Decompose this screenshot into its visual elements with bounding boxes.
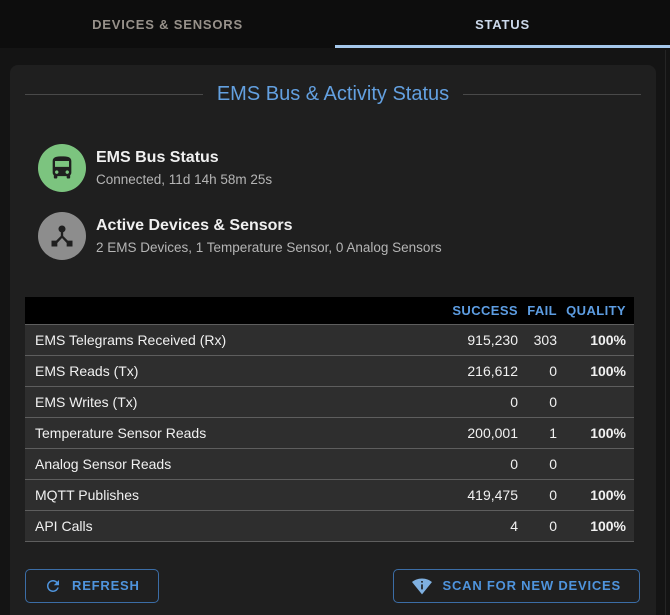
right-edge-line <box>665 50 666 615</box>
row-quality <box>557 447 634 479</box>
header-quality: QUALITY <box>557 297 634 324</box>
row-success: 0 <box>398 385 518 417</box>
row-fail: 1 <box>518 416 557 448</box>
scan-button-label: SCAN FOR NEW DEVICES <box>442 578 621 593</box>
row-fail: 0 <box>518 385 557 417</box>
row-fail: 0 <box>518 447 557 479</box>
refresh-button[interactable]: REFRESH <box>25 568 159 603</box>
refresh-icon <box>44 577 62 595</box>
row-label: API Calls <box>25 509 398 542</box>
table-row: Temperature Sensor Reads 200,001 1 100% <box>25 416 634 448</box>
header-empty <box>25 297 398 324</box>
row-quality: 100% <box>557 416 634 448</box>
row-quality: 100% <box>557 478 634 510</box>
stats-table-header-row: SUCCESS FAIL QUALITY <box>25 297 634 324</box>
actions-row: REFRESH SCAN FOR NEW DEVICES <box>25 568 640 603</box>
row-quality <box>557 385 634 417</box>
row-fail: 0 <box>518 478 557 510</box>
row-label: EMS Writes (Tx) <box>25 385 398 417</box>
row-label: EMS Reads (Tx) <box>25 354 398 386</box>
row-success: 419,475 <box>398 478 518 510</box>
header-fail: FAIL <box>518 297 557 324</box>
title-row: EMS Bus & Activity Status <box>25 83 641 106</box>
stats-table: SUCCESS FAIL QUALITY EMS Telegrams Recei… <box>25 297 634 542</box>
row-quality: 100% <box>557 323 634 355</box>
active-devices-subtitle: 2 EMS Devices, 1 Temperature Sensor, 0 A… <box>96 240 442 255</box>
stats-table-body: EMS Telegrams Received (Rx) 915,230 303 … <box>25 323 634 542</box>
page-title: EMS Bus & Activity Status <box>216 83 450 105</box>
row-label: Temperature Sensor Reads <box>25 416 398 448</box>
row-label: EMS Telegrams Received (Rx) <box>25 323 398 355</box>
table-row: Analog Sensor Reads 0 0 <box>25 447 634 479</box>
header-success: SUCCESS <box>398 297 518 324</box>
row-quality: 100% <box>557 509 634 542</box>
row-success: 0 <box>398 447 518 479</box>
row-fail: 303 <box>518 323 557 355</box>
table-row: EMS Writes (Tx) 0 0 <box>25 385 634 417</box>
title-divider-left <box>25 94 203 95</box>
tab-status[interactable]: STATUS <box>335 0 670 48</box>
ems-bus-status-subtitle: Connected, 11d 14h 58m 25s <box>96 172 273 187</box>
ems-bus-status-title: EMS Bus Status <box>96 149 219 166</box>
table-row: EMS Telegrams Received (Rx) 915,230 303 … <box>25 323 634 355</box>
refresh-button-label: REFRESH <box>72 578 140 593</box>
row-success: 216,612 <box>398 354 518 386</box>
active-devices-text: Active Devices & Sensors 2 EMS Devices, … <box>96 217 442 255</box>
scan-wifi-icon <box>412 576 433 596</box>
table-row: MQTT Publishes 419,475 0 100% <box>25 478 634 510</box>
ems-bus-status-item: EMS Bus Status Connected, 11d 14h 58m 25… <box>38 144 656 192</box>
row-fail: 0 <box>518 354 557 386</box>
active-devices-item: Active Devices & Sensors 2 EMS Devices, … <box>38 212 656 260</box>
title-divider-right <box>463 94 641 95</box>
row-label: MQTT Publishes <box>25 478 398 510</box>
device-hub-icon <box>38 212 86 260</box>
row-success: 915,230 <box>398 323 518 355</box>
row-fail: 0 <box>518 509 557 542</box>
table-row: EMS Reads (Tx) 216,612 0 100% <box>25 354 634 386</box>
ems-bus-status-text: EMS Bus Status Connected, 11d 14h 58m 25… <box>96 149 272 187</box>
table-row: API Calls 4 0 100% <box>25 509 634 542</box>
tab-bar: DEVICES & SENSORS STATUS <box>0 0 670 48</box>
tab-devices-sensors[interactable]: DEVICES & SENSORS <box>92 16 243 32</box>
scan-for-new-devices-button[interactable]: SCAN FOR NEW DEVICES <box>393 568 640 603</box>
bus-icon <box>38 144 86 192</box>
row-label: Analog Sensor Reads <box>25 447 398 479</box>
active-devices-title: Active Devices & Sensors <box>96 217 293 234</box>
status-panel: EMS Bus & Activity Status EMS Bus Status… <box>10 65 656 615</box>
row-success: 200,001 <box>398 416 518 448</box>
row-quality: 100% <box>557 354 634 386</box>
row-success: 4 <box>398 509 518 542</box>
